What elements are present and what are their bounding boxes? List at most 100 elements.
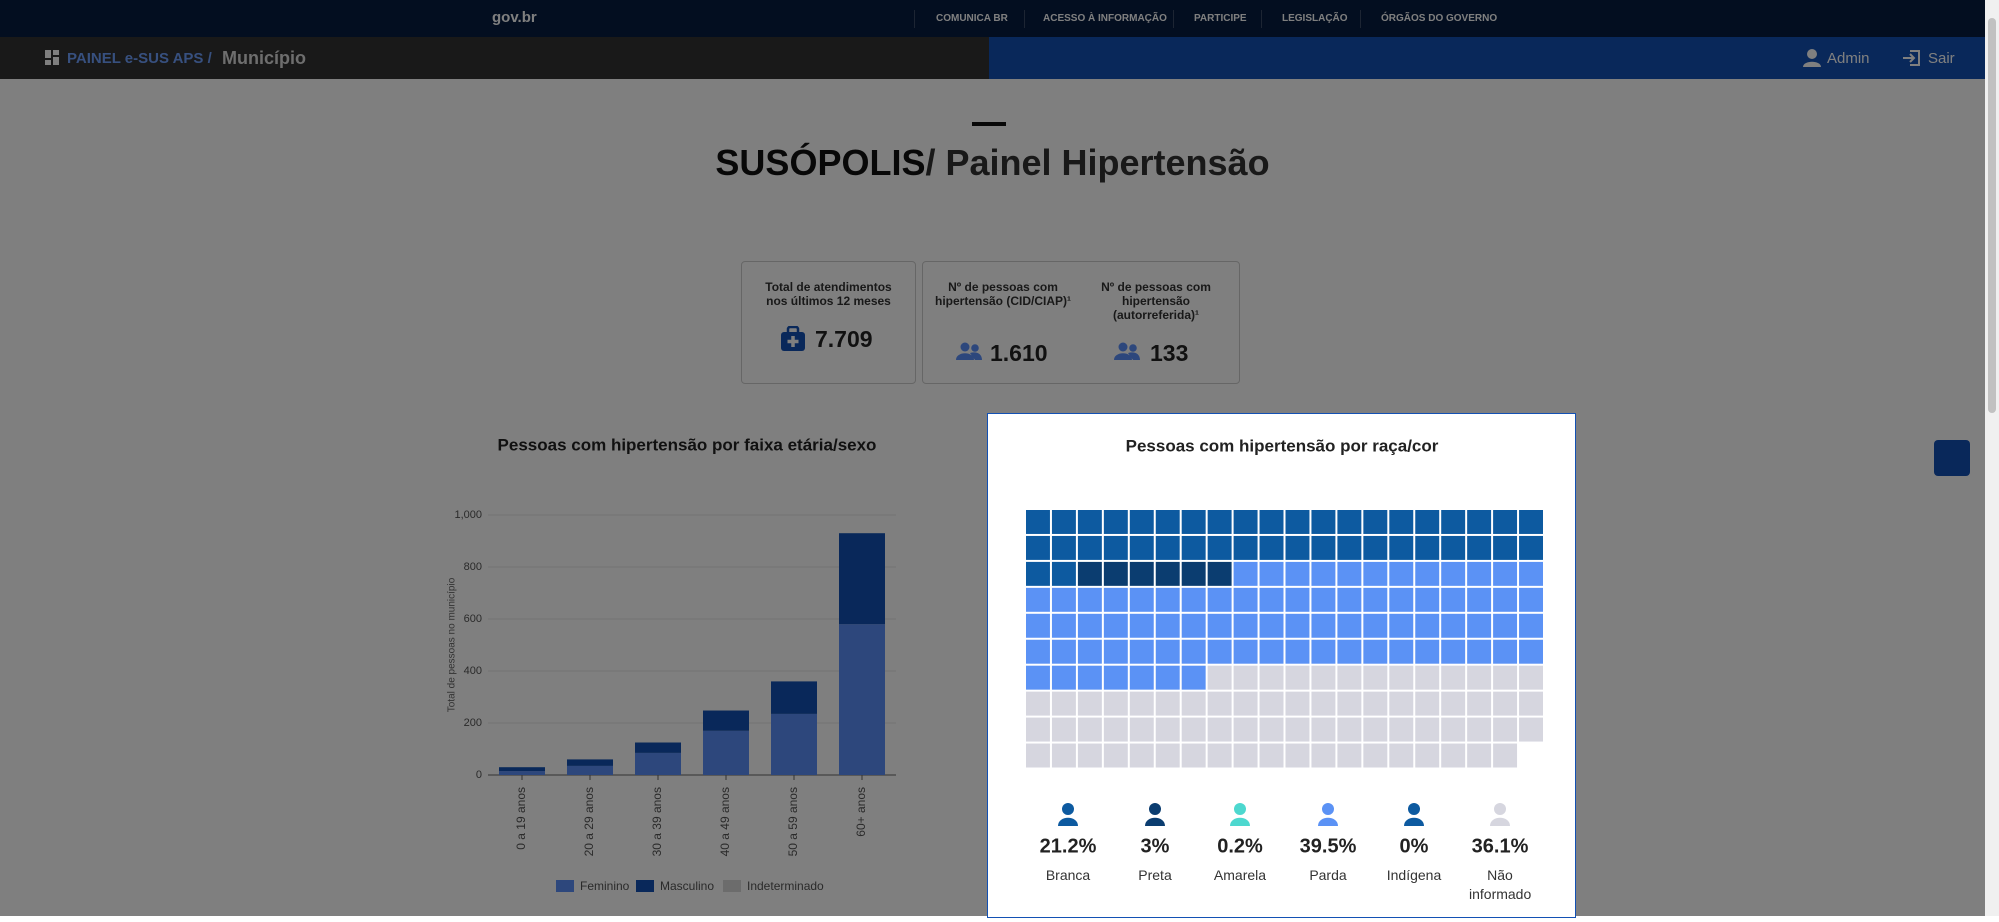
waffle-cell	[1415, 587, 1440, 612]
waffle-cell	[1415, 639, 1440, 664]
waffle-cell	[1155, 743, 1180, 768]
waffle-cell	[1337, 510, 1362, 534]
category-text: Branca	[1045, 867, 1091, 883]
waffle-cell	[1155, 691, 1180, 716]
waffle-cell	[1026, 717, 1050, 742]
waffle-cell	[1441, 639, 1466, 664]
waffle-cell	[1415, 743, 1440, 768]
waffle-cell	[1389, 613, 1414, 638]
waffle-cell	[1467, 510, 1492, 534]
waffle-cell	[1155, 587, 1180, 612]
waffle-cell	[1181, 691, 1206, 716]
waffle-cell	[1233, 510, 1258, 534]
waffle-cell	[1337, 717, 1362, 742]
category-label: Branca	[1045, 867, 1091, 883]
waffle-cell	[1233, 613, 1258, 638]
waffle-cell	[1077, 561, 1102, 586]
waffle-cell	[1077, 535, 1102, 560]
waffle-cell	[1493, 561, 1518, 586]
waffle-cell	[1207, 743, 1232, 768]
percent-label: 39.5%	[1300, 835, 1357, 857]
waffle-cell	[1389, 535, 1414, 560]
waffle-cell	[1389, 587, 1414, 612]
waffle-cell	[1103, 743, 1128, 768]
scrollbar[interactable]	[1985, 0, 1999, 916]
waffle-cell	[1363, 665, 1388, 690]
waffle-cell	[1519, 613, 1543, 638]
waffle-panel: Pessoas com hipertensão por raça/cor 21.2…	[987, 413, 1576, 918]
waffle-cell	[1155, 561, 1180, 586]
waffle-cell	[1519, 665, 1543, 690]
waffle-cell	[1129, 639, 1154, 664]
waffle-cell	[1103, 691, 1128, 716]
waffle-cell	[1467, 717, 1492, 742]
waffle-cell	[1519, 639, 1543, 664]
waffle-cell	[1493, 691, 1518, 716]
waffle-cell	[1415, 561, 1440, 586]
waffle-cell	[1103, 613, 1128, 638]
waffle-cell	[1519, 561, 1543, 586]
waffle-cell	[1129, 535, 1154, 560]
scroll-thumb[interactable]	[1988, 18, 1996, 413]
waffle-cell	[1415, 613, 1440, 638]
waffle-cell	[1337, 639, 1362, 664]
waffle-cell	[1311, 510, 1336, 534]
waffle-cell	[1207, 510, 1232, 534]
waffle-cell	[1337, 743, 1362, 768]
waffle-cell	[1259, 717, 1284, 742]
waffle-cell	[1181, 743, 1206, 768]
category-text: Amarela	[1213, 867, 1267, 883]
waffle-cell	[1026, 665, 1050, 690]
waffle-cell	[1493, 613, 1518, 638]
waffle-cell	[1129, 665, 1154, 690]
waffle-cell	[1026, 639, 1050, 664]
waffle-cell	[1233, 665, 1258, 690]
waffle-cell	[1259, 587, 1284, 612]
waffle-cell	[1233, 639, 1258, 664]
waffle-cell	[1441, 743, 1466, 768]
waffle-cell	[1103, 510, 1128, 534]
waffle-cell	[1519, 510, 1543, 534]
waffle-cell	[1181, 535, 1206, 560]
waffle-cell	[1415, 717, 1440, 742]
waffle-cell	[1233, 587, 1258, 612]
waffle-cell	[1493, 743, 1518, 768]
waffle-cell	[1493, 510, 1518, 534]
waffle-cell	[1207, 665, 1232, 690]
waffle-cell	[1051, 717, 1076, 742]
category-text: Indígena	[1386, 867, 1442, 883]
waffle-cell	[1259, 743, 1284, 768]
waffle-cell	[1077, 691, 1102, 716]
waffle-cell	[1389, 717, 1414, 742]
waffle-cell	[1207, 535, 1232, 560]
waffle-cell	[1363, 561, 1388, 586]
waffle-cell	[1311, 743, 1336, 768]
waffle-cell	[1363, 717, 1388, 742]
waffle-cell	[1129, 587, 1154, 612]
waffle-cell	[1337, 665, 1362, 690]
waffle-cell	[1337, 587, 1362, 612]
waffle-cell	[1389, 639, 1414, 664]
waffle-cell	[1051, 691, 1076, 716]
waffle-cell	[1026, 691, 1050, 716]
waffle-cell	[1129, 613, 1154, 638]
waffle-cell	[1285, 613, 1310, 638]
waffle-cell	[1129, 561, 1154, 586]
waffle-cell	[1467, 535, 1492, 560]
waffle-cell	[1051, 535, 1076, 560]
waffle-cell	[1181, 717, 1206, 742]
waffle-cell	[1285, 587, 1310, 612]
waffle-cell	[1155, 717, 1180, 742]
waffle-cell	[1077, 639, 1102, 664]
waffle-cell	[1467, 613, 1492, 638]
waffle-cell	[1181, 665, 1206, 690]
waffle-cell	[1026, 613, 1050, 638]
waffle-cell	[1181, 561, 1206, 586]
waffle-cell	[1233, 561, 1258, 586]
person-icon	[1490, 803, 1510, 826]
waffle-cell	[1155, 639, 1180, 664]
waffle-cell	[1155, 510, 1180, 534]
waffle-cell	[1103, 561, 1128, 586]
